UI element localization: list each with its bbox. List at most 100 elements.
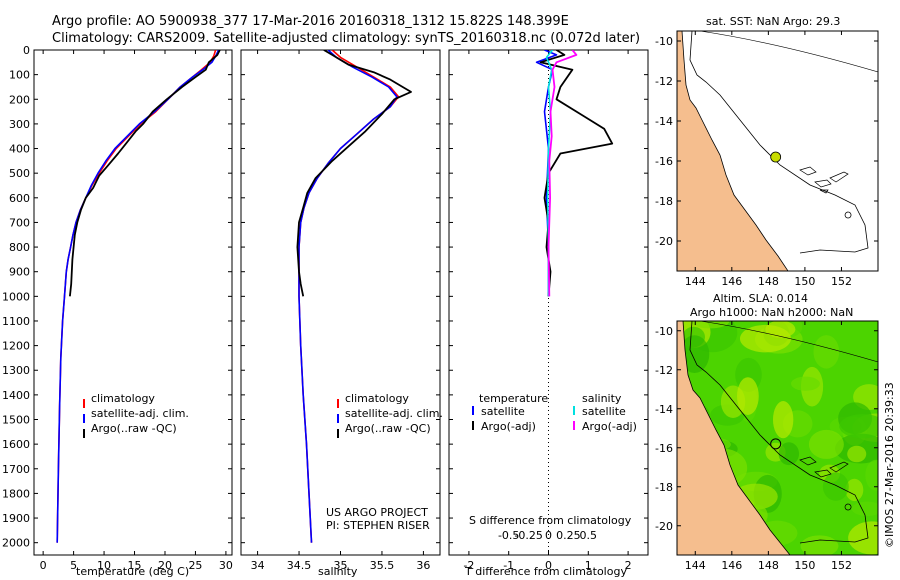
map-x-tick-label: 152 [831, 559, 852, 572]
sla-map-land [677, 321, 791, 555]
depth-tick-label: 1300 [2, 364, 30, 377]
x-tick-label: 20 [158, 559, 172, 572]
sla-patch [848, 521, 878, 555]
depth-tick-label: 200 [9, 93, 30, 106]
x-tick-label: 15 [128, 559, 142, 572]
s-tick-label: 0 [545, 529, 552, 542]
series-argo [69, 50, 221, 297]
x-tick-label: 35.5 [370, 559, 395, 572]
depth-tick-label: 400 [9, 143, 30, 156]
sst-map-land [677, 31, 789, 271]
map-x-tick-label: 146 [721, 559, 742, 572]
sst-map-contour [689, 31, 869, 254]
depth-tick-label: 1400 [2, 389, 30, 402]
map-y-tick-label: -14 [655, 403, 673, 416]
map-x-tick-label: 144 [685, 275, 706, 288]
sla-map-axes: 144 146 148 150 152 -10 -12 -14 -16 -18 -20 [655, 321, 878, 572]
project-annotation: US ARGO PROJECT [326, 506, 428, 519]
sla-map-frame [676, 320, 879, 556]
sla-patch [845, 478, 864, 502]
x-tick-label: -2 [463, 559, 474, 572]
map-x-tick-label: 150 [794, 275, 815, 288]
temperature-x-label: temperature (deg C) [76, 565, 189, 578]
legend-label-argo: Argo(..raw -QC) [345, 422, 431, 435]
sla-patch [690, 321, 730, 329]
depth-tick-label: 900 [9, 266, 30, 279]
depth-tick-label: 700 [9, 216, 30, 229]
sst-map-title: sat. SST: NaN Argo: 29.3 [706, 15, 840, 28]
map-y-tick-label: -14 [655, 115, 673, 128]
x-tick-label: 5 [70, 559, 77, 572]
sla-patch [737, 377, 759, 415]
x-tick-label: 0 [545, 559, 552, 572]
sla-patch [791, 376, 820, 391]
legend-label-t-satellite: satellite [481, 405, 525, 418]
sla-patch [765, 321, 796, 338]
depth-tick-label: 2000 [2, 537, 30, 550]
depth-tick-label: 100 [9, 69, 30, 82]
legend-title-salinity: salinity [582, 392, 622, 405]
x-tick-label: 10 [97, 559, 111, 572]
difference-panel: -2 -1 0 1 2-0.5-0.25 0 0.250.5 temperature sal… [448, 49, 649, 578]
depth-axis: 0 5 10 15 20 25 300100200300400500600700800900… [2, 44, 233, 572]
salinity-panel: 34 34.5 35 35.5 36 climatology satellite-adj… [240, 49, 443, 578]
depth-tick-label: 0 [23, 44, 30, 57]
map-x-tick-label: 148 [758, 275, 779, 288]
sla-patch [847, 445, 867, 463]
series-s-argo [547, 50, 578, 297]
sla-patch [851, 501, 878, 517]
t-difference-label: T difference from climatology [464, 565, 627, 578]
sst-map-contour-north [699, 31, 878, 73]
x-tick-label: 34.5 [287, 559, 312, 572]
header-line2: Climatology: CARS2009. Satellite-adjuste… [52, 31, 640, 46]
sla-patch [778, 442, 800, 466]
temperature-lines [56, 50, 221, 543]
x-tick-label: 0 [40, 559, 47, 572]
sla-patch [800, 535, 839, 555]
x-tick-label: 25 [188, 559, 202, 572]
sla-map-reefs [799, 456, 852, 511]
difference-legend: temperature salinity satellite Argo(-adj… [472, 392, 637, 433]
depth-tick-label: 1700 [2, 463, 30, 476]
sla-map-title: Altim. SLA: 0.014 [713, 292, 808, 305]
map-y-tick-label: -12 [655, 364, 673, 377]
temperature-legend: climatology satellite-adj. clim. Argo(..… [83, 392, 189, 438]
map-y-tick-label: -12 [655, 75, 673, 88]
depth-tick-label: 500 [9, 167, 30, 180]
series-satellite [56, 50, 220, 543]
map-x-tick-label: 144 [685, 559, 706, 572]
argo-position-marker [770, 151, 782, 163]
salinity-axes: 34 34.5 35 35.5 36 [241, 49, 440, 572]
legend-label-s-satellite: satellite [582, 405, 626, 418]
sst-map: sat. SST: NaN Argo: 29.3 144 146 148 150 152… [655, 15, 879, 288]
legend-label-climatology: climatology [345, 392, 409, 405]
map-y-tick-label: -18 [655, 481, 673, 494]
map-x-tick-label: 152 [831, 275, 852, 288]
depth-tick-label: 1100 [2, 315, 30, 328]
copyright-caption: ©IMOS 27-Mar-2016 20:39:33 [883, 382, 896, 548]
x-tick-label: 30 [219, 559, 233, 572]
sla-patch [813, 335, 840, 369]
sla-patch [865, 459, 878, 491]
sla-map-subtitle: Argo h1000: NaN h2000: NaN [690, 306, 853, 319]
depth-tick-label: 1800 [2, 487, 30, 500]
legend-label-satellite: satellite-adj. clim. [345, 407, 443, 420]
salinity-frame [240, 49, 441, 556]
x-tick-label: 1 [585, 559, 592, 572]
map-y-tick-label: -16 [655, 155, 673, 168]
sst-map-frame [676, 30, 879, 272]
map-y-tick-label: -20 [655, 520, 673, 533]
x-tick-label: 35 [334, 559, 348, 572]
x-tick-label: 34 [251, 559, 265, 572]
depth-tick-label: 1900 [2, 512, 30, 525]
depth-tick-label: 300 [9, 118, 30, 131]
pi-annotation: PI: STEPHEN RISER [326, 519, 430, 532]
sst-map-axes: 144 146 148 150 152 -10 -12 -14 -16 -18 -20 [655, 31, 878, 288]
s-tick-label: 0.25 [556, 529, 581, 542]
map-x-tick-label: 150 [794, 559, 815, 572]
map-y-tick-label: -18 [655, 195, 673, 208]
map-x-tick-label: 146 [721, 275, 742, 288]
legend-label-argo: Argo(..raw -QC) [91, 422, 177, 435]
depth-tick-label: 1000 [2, 290, 30, 303]
